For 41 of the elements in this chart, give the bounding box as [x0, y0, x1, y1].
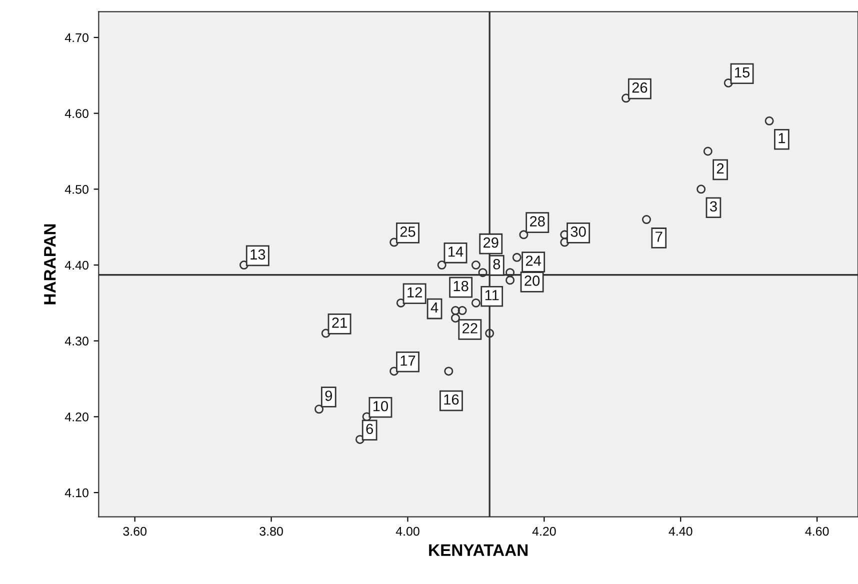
annotation: 17: [400, 356, 416, 366]
annotation: 14: [448, 246, 464, 257]
x-tick-label: 4.00: [396, 526, 420, 536]
y-tick-label: 4.40: [64, 260, 88, 270]
annotation: 28: [530, 216, 545, 226]
annotation: 12: [408, 287, 422, 298]
annotation: 9: [325, 390, 332, 401]
y-tick-label: 4.20: [64, 412, 88, 422]
annotation: 25: [400, 226, 416, 237]
y-tick-label: 4.10: [64, 488, 88, 498]
annotation: 4: [430, 302, 438, 313]
x-axis-title: KENYATAAN: [429, 544, 528, 556]
x-tick-label: 3.80: [260, 526, 283, 536]
y-tick-label: 4.50: [64, 184, 88, 194]
annotation: 1: [778, 133, 786, 144]
annotation: 7: [656, 232, 662, 242]
annotation: 30: [570, 226, 586, 237]
x-tick-label: 4.40: [668, 526, 692, 536]
y-axis-title: HARAPAN: [44, 224, 56, 304]
annotation: 11: [485, 290, 499, 300]
y-tick-label: 4.70: [64, 33, 88, 42]
x-tick-label: 4.20: [532, 526, 556, 536]
annotation: 3: [710, 201, 717, 212]
annotation: 15: [735, 67, 750, 78]
annotation: 13: [250, 249, 266, 260]
y-tick-label: 4.30: [64, 336, 88, 346]
annotation: 2: [716, 163, 724, 174]
annotation: 21: [332, 318, 347, 328]
x-tick-label: 3.60: [123, 526, 147, 536]
x-tick-label: 4.60: [805, 526, 829, 536]
annotation: 8: [493, 259, 500, 270]
annotation: 18: [454, 280, 468, 292]
annotation: 22: [462, 323, 478, 334]
annotation: 29: [484, 237, 498, 248]
annotation: 16: [444, 394, 459, 405]
annotation: 24: [526, 256, 542, 266]
annotation: 26: [632, 82, 648, 93]
annotation: 10: [373, 400, 388, 412]
y-tick-label: 4.60: [64, 109, 88, 118]
annotation: 6: [366, 424, 373, 434]
annotation: 20: [524, 276, 540, 286]
